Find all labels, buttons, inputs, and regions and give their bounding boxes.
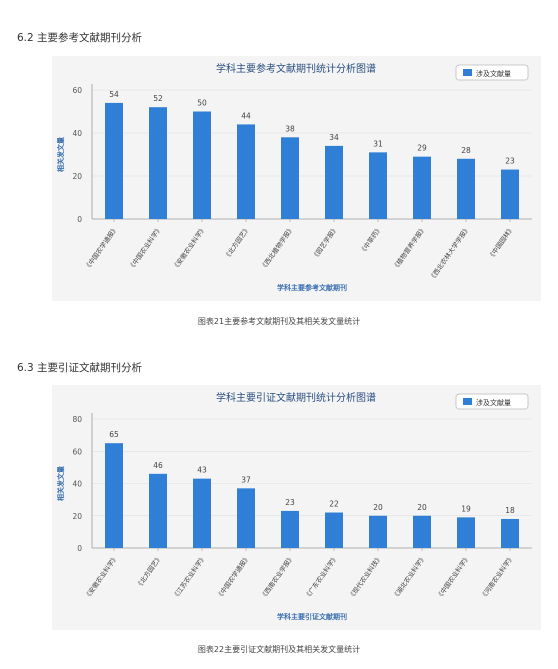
bar bbox=[413, 156, 431, 219]
bar bbox=[193, 478, 211, 548]
bar bbox=[237, 124, 255, 219]
x-tick-label: 《安徽农业科学》 bbox=[170, 224, 207, 272]
x-tick-label: 《植物营养学报》 bbox=[390, 224, 427, 272]
x-tick-label: 《中草药》 bbox=[358, 224, 384, 256]
x-tick-label: 《现代农业科技》 bbox=[346, 553, 383, 601]
chart-caption-citing: 图表22主要引证文献期刊及其相关发文量统计 bbox=[197, 645, 361, 654]
y-tick-label: 0 bbox=[77, 215, 82, 224]
legend-swatch bbox=[463, 398, 472, 405]
chart-title: 学科主要引证文献期刊统计分析图谱 bbox=[216, 391, 376, 404]
x-tick-label: 《北方园艺》 bbox=[222, 224, 252, 261]
bar bbox=[281, 137, 299, 219]
bar bbox=[149, 107, 167, 219]
data-label: 46 bbox=[153, 461, 163, 470]
bar bbox=[501, 169, 519, 219]
bar-chart-citing: 学科主要引证文献期刊统计分析图谱涉及文献量 0 20 40 60 80 相关发文量 65 《安徽… bbox=[56, 391, 532, 621]
y-axis-title: 相关发文量 bbox=[56, 137, 65, 172]
data-label: 29 bbox=[417, 144, 427, 153]
y-tick-label: 40 bbox=[72, 480, 82, 489]
x-axis-title: 学科主要引证文献期刊 bbox=[277, 612, 347, 621]
bar bbox=[369, 515, 387, 548]
y-axis-title: 相关发文量 bbox=[56, 466, 65, 501]
x-tick-label: 《中国农学通报》 bbox=[82, 224, 119, 272]
y-tick-label: 40 bbox=[72, 129, 82, 138]
chart-caption-references: 图表21主要参考文献期刊及其相关发文量统计 bbox=[197, 317, 361, 326]
section-title-references: 6.2 主要参考文献期刊分析 bbox=[17, 32, 143, 44]
bar bbox=[105, 443, 123, 548]
x-tick-label: 《西北植物学报》 bbox=[258, 224, 295, 272]
bar bbox=[281, 510, 299, 548]
bar bbox=[325, 512, 343, 548]
data-label: 50 bbox=[197, 99, 207, 108]
chart-panel-citing: 学科主要引证文献期刊统计分析图谱涉及文献量 0 20 40 60 80 相关发文量 65 《安徽… bbox=[52, 385, 541, 630]
data-label: 19 bbox=[461, 504, 471, 513]
data-label: 31 bbox=[373, 139, 383, 148]
bar bbox=[325, 145, 343, 219]
data-label: 34 bbox=[329, 133, 339, 142]
x-tick-label: 《安徽农业科学》 bbox=[82, 553, 119, 601]
legend-label: 涉及文献量 bbox=[476, 398, 511, 407]
x-tick-label: 《西南农业学报》 bbox=[258, 553, 295, 601]
legend-box bbox=[455, 393, 529, 410]
legend-swatch bbox=[463, 69, 472, 76]
data-label: 44 bbox=[241, 111, 251, 120]
x-tick-label: 《中国农业科学》 bbox=[434, 553, 471, 601]
data-label: 37 bbox=[241, 475, 251, 484]
x-axis-title: 学科主要参考文献期刊 bbox=[277, 283, 347, 292]
x-tick-label: 《江苏农业科学》 bbox=[170, 553, 207, 601]
legend-label: 涉及文献量 bbox=[476, 69, 511, 78]
y-tick-label: 80 bbox=[72, 415, 82, 424]
data-label: 22 bbox=[329, 500, 339, 509]
x-tick-label: 《园艺学报》 bbox=[310, 224, 340, 261]
data-label: 23 bbox=[505, 157, 515, 166]
bar bbox=[501, 518, 519, 548]
section-title-citing: 6.3 主要引证文献期刊分析 bbox=[17, 362, 143, 374]
bar bbox=[105, 102, 123, 219]
chart-title: 学科主要参考文献期刊统计分析图谱 bbox=[216, 62, 376, 75]
data-label: 20 bbox=[373, 503, 383, 512]
bar bbox=[193, 111, 211, 219]
x-tick-label: 《广东农业科学》 bbox=[302, 553, 339, 601]
data-label: 18 bbox=[505, 506, 515, 515]
y-tick-label: 60 bbox=[72, 86, 82, 95]
bar bbox=[457, 158, 475, 219]
data-label: 54 bbox=[109, 90, 119, 99]
chart-panel-references: 学科主要参考文献期刊统计分析图谱涉及文献量 0 20 40 60 相关发文量 54 《中国农学… bbox=[52, 56, 541, 301]
legend-box bbox=[455, 64, 529, 81]
y-tick-label: 0 bbox=[77, 544, 82, 553]
x-tick-label: 《西北农林大学学报》 bbox=[427, 224, 472, 282]
x-tick-label: 《北方园艺》 bbox=[134, 553, 164, 590]
x-tick-label: 《河南农业科学》 bbox=[478, 553, 515, 601]
data-label: 52 bbox=[153, 94, 163, 103]
data-label: 23 bbox=[285, 498, 295, 507]
data-label: 65 bbox=[109, 430, 119, 439]
data-label: 20 bbox=[417, 503, 427, 512]
bar bbox=[237, 488, 255, 548]
x-tick-label: 《中国农业科学》 bbox=[126, 224, 163, 272]
bar bbox=[413, 515, 431, 548]
y-tick-label: 20 bbox=[72, 512, 82, 521]
data-label: 38 bbox=[285, 124, 295, 133]
x-tick-label: 《湖北农业科学》 bbox=[390, 553, 427, 601]
bar-chart-references: 学科主要参考文献期刊统计分析图谱涉及文献量 0 20 40 60 相关发文量 54 《中国农学… bbox=[56, 62, 532, 292]
x-tick-label: 《中国农学通报》 bbox=[214, 553, 251, 601]
bar bbox=[149, 473, 167, 548]
bar bbox=[457, 517, 475, 548]
data-label: 28 bbox=[461, 146, 471, 155]
data-label: 43 bbox=[197, 466, 207, 475]
bar bbox=[369, 152, 387, 219]
y-tick-label: 20 bbox=[72, 172, 82, 181]
x-tick-label: 《中国园林》 bbox=[486, 224, 516, 261]
y-tick-label: 60 bbox=[72, 447, 82, 456]
